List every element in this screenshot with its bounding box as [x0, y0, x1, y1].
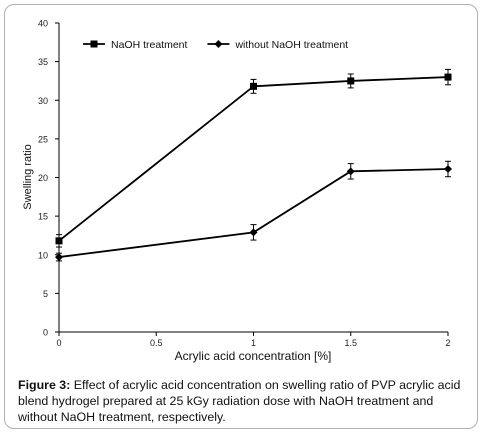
x-tick-label: 0.5	[150, 338, 163, 348]
y-tick-label: 15	[38, 212, 48, 222]
data-point	[55, 237, 63, 245]
y-tick-label: 40	[38, 19, 48, 29]
legend-item-1: NaOH treatment	[83, 39, 188, 51]
x-axis-label: Acrylic acid concentration [%]	[175, 349, 332, 363]
legend: NaOH treatment without NaOH treatment	[83, 39, 348, 51]
data-point	[444, 165, 452, 174]
legend-marker	[90, 40, 98, 48]
series-1	[55, 68, 452, 248]
series-layer	[55, 68, 452, 262]
chart: 0 5 10 15 20 25 30 35 40 0 0.5 1 1.5 2 Swelling rati…	[22, 19, 452, 363]
figure-caption: Figure 3: Effect of acrylic acid concent…	[18, 377, 468, 425]
data-point	[55, 253, 63, 262]
axes	[58, 23, 448, 333]
y-tick-label: 20	[38, 173, 48, 183]
y-tick-label: 0	[43, 328, 48, 338]
y-ticks: 0 5 10 15 20 25 30 35 40	[38, 19, 59, 338]
series-2	[55, 160, 452, 262]
x-tick-label: 1.5	[344, 338, 357, 348]
series-line	[58, 76, 449, 242]
y-axis-label: Swelling ratio	[22, 144, 34, 209]
y-tick-label: 30	[38, 96, 48, 106]
y-tick-label: 5	[43, 289, 48, 299]
data-point	[249, 228, 258, 237]
figure-frame	[4, 4, 478, 429]
series-line	[58, 168, 449, 258]
caption-text: Effect of acrylic acid concentration on …	[18, 378, 461, 424]
data-point	[347, 77, 355, 85]
legend-item-2: without NaOH treatment	[207, 39, 348, 51]
caption-label: Figure 3:	[18, 378, 71, 392]
data-point	[250, 82, 257, 90]
x-tick-label: 1	[251, 338, 256, 348]
data-point	[444, 73, 452, 81]
data-point	[346, 167, 355, 176]
y-tick-label: 10	[38, 250, 48, 260]
legend-marker	[214, 40, 223, 48]
x-tick-label: 2	[445, 338, 450, 348]
x-ticks: 0 0.5 1 1.5 2	[56, 332, 451, 348]
x-tick-label: 0	[56, 338, 61, 348]
legend-label: without NaOH treatment	[234, 39, 348, 51]
y-tick-label: 35	[38, 57, 48, 67]
y-tick-label: 25	[38, 134, 48, 144]
legend-label: NaOH treatment	[111, 39, 188, 51]
